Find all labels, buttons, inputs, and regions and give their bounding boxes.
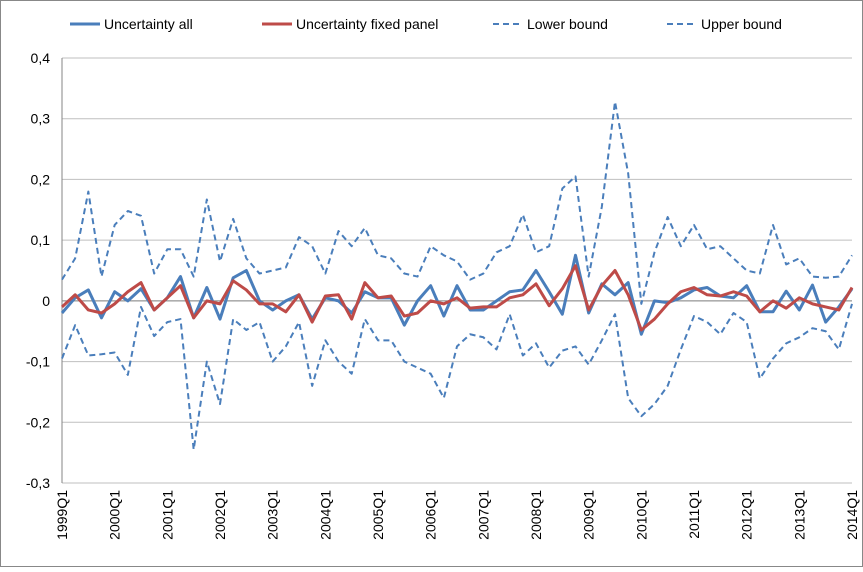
- x-tick-label: 2008Q1: [528, 490, 544, 540]
- legend-label: Lower bound: [527, 16, 608, 32]
- legend-label: Uncertainty fixed panel: [296, 16, 438, 32]
- legend-label: Upper bound: [701, 16, 782, 32]
- series-line: [61, 100, 853, 305]
- x-tick-label: 2012Q1: [739, 490, 755, 540]
- x-tick-label: 2010Q1: [633, 490, 649, 540]
- legend-label: Uncertainty all: [104, 16, 193, 32]
- x-tick-label: 2009Q1: [581, 490, 597, 540]
- x-tick-label: 2001Q1: [159, 490, 175, 540]
- y-tick-label: 0,4: [31, 50, 51, 66]
- x-tick-label: 2005Q1: [370, 490, 386, 540]
- x-tick-label: 2013Q1: [791, 490, 807, 540]
- x-tick-label: 1999Q1: [54, 490, 70, 540]
- x-tick-label: 2002Q1: [212, 490, 228, 540]
- series-line: [60, 264, 854, 332]
- x-tick-label: 2000Q1: [107, 490, 123, 540]
- series-line: [61, 303, 853, 451]
- y-tick-label: 0,2: [31, 171, 51, 187]
- y-tick-label: -0,3: [26, 475, 50, 491]
- x-tick-label: 2014Q1: [844, 490, 860, 540]
- y-tick-label: 0: [42, 293, 50, 309]
- y-tick-label: -0,1: [26, 354, 50, 370]
- x-tick-label: 2003Q1: [265, 490, 281, 540]
- y-tick-label: -0,2: [26, 414, 50, 430]
- x-tick-label: 2007Q1: [475, 490, 491, 540]
- x-tick-label: 2006Q1: [423, 490, 439, 540]
- y-tick-label: 0,3: [31, 111, 51, 127]
- x-tick-label: 2004Q1: [317, 490, 333, 540]
- y-tick-label: 0,1: [31, 232, 51, 248]
- x-tick-label: 2011Q1: [686, 490, 702, 539]
